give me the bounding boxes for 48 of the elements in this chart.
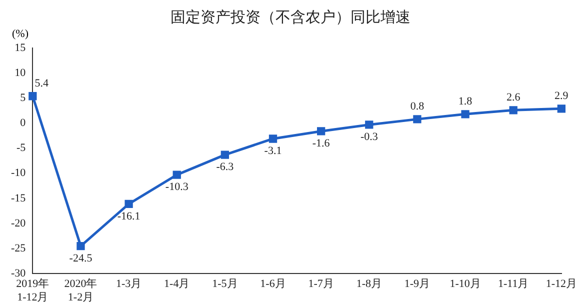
data-label: -6.3 [216,161,234,174]
data-label: -24.5 [69,252,93,264]
data-label: 2.9 [554,90,569,102]
x-tick-label: 1-11月 [498,278,529,290]
x-tick-label: 1-5月 [212,278,238,290]
x-tick-label: 1-12月 [546,278,578,290]
y-tick-label: -25 [10,242,26,254]
data-label: 2.6 [506,92,521,104]
point [76,242,85,250]
point [461,110,470,118]
data-label: 1.8 [458,96,473,108]
point [365,120,374,129]
data-label: -1.6 [312,138,330,150]
y-tick-label: -20 [10,217,26,230]
y-tick-label: -30 [10,267,26,280]
data-label: -16.1 [117,210,140,222]
point [268,134,278,143]
x-tick-label: 2019年 1-12月 [16,278,50,304]
point [509,106,518,114]
y-tick-label: -10 [10,167,26,180]
point [557,104,566,113]
x-tick-label: 1-7月 [308,278,334,290]
x-tick-label: 2020年 1-2月 [64,278,98,304]
point [172,170,181,179]
x-tick-label: 1-4月 [164,278,190,290]
data-label: 0.8 [410,100,425,113]
y-tick-label: -15 [10,192,26,204]
data-label: -0.3 [360,131,378,144]
point [28,92,37,100]
x-tick-label: 1-6月 [260,278,286,290]
data-label: -10.3 [165,181,189,194]
y-axis-title: (%) [12,28,28,40]
y-tick-label: 0 [20,117,26,130]
x-tick-label: 1-3月 [116,278,142,290]
data-label: -3.1 [264,145,282,158]
x-tick-label: 1-8月 [356,278,382,290]
chart-title: 固定资产投资（不含农户）同比增速 [170,8,412,27]
y-tick-label: 5 [20,92,26,104]
y-tick-label: -5 [16,142,26,154]
data-label: 5.4 [34,78,50,90]
x-tick-label: 1-10月 [450,278,481,290]
y-tick-label: 10 [14,66,26,79]
point [413,115,422,124]
y-tick-label: 15 [14,42,26,54]
point [124,200,133,208]
x-tick-label: 1-9月 [404,278,430,290]
point [220,150,230,159]
point [316,127,326,136]
